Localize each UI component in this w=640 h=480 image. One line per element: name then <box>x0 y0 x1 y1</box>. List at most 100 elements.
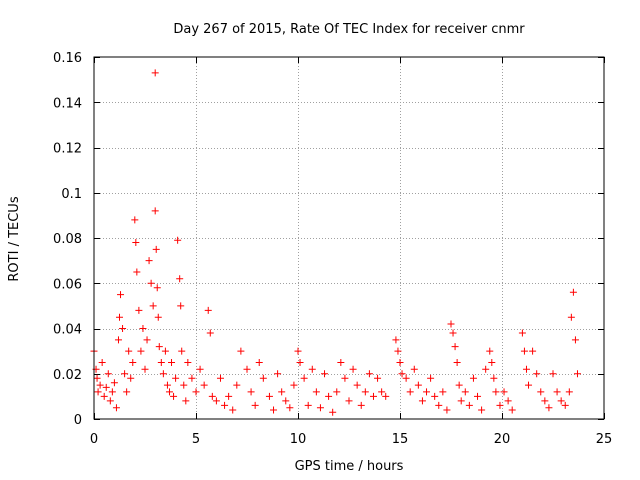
data-point <box>206 329 214 337</box>
data-point <box>488 358 496 366</box>
data-point <box>508 406 516 414</box>
data-point <box>461 388 469 396</box>
data-point <box>333 388 341 396</box>
data-point <box>110 379 118 387</box>
data-point <box>325 392 333 400</box>
data-point <box>196 365 204 373</box>
data-point <box>486 347 494 355</box>
x-tick-label: 20 <box>494 432 511 447</box>
data-point <box>155 343 163 351</box>
chart-title: Day 267 of 2015, Rate Of TEC Index for r… <box>173 22 525 37</box>
data-point <box>455 381 463 389</box>
data-point <box>304 401 312 409</box>
data-point <box>294 347 302 355</box>
data-point <box>270 406 278 414</box>
data-point <box>174 236 182 244</box>
y-tick-label: 0.02 <box>53 368 82 383</box>
data-point <box>482 365 490 373</box>
y-axis-ticks: 0 0.02 0.04 0.06 0.08 0.1 0.12 0.14 0.16 <box>53 51 604 428</box>
data-point <box>96 381 104 389</box>
data-point <box>265 392 273 400</box>
data-point <box>153 284 161 292</box>
data-point <box>168 358 176 366</box>
data-point <box>176 275 184 283</box>
data-point <box>98 358 106 366</box>
data-point <box>369 392 377 400</box>
data-points <box>90 69 581 416</box>
data-point <box>296 358 304 366</box>
data-point <box>151 207 159 215</box>
data-point <box>180 381 188 389</box>
x-tick-label: 10 <box>290 432 307 447</box>
data-point <box>443 406 451 414</box>
data-point <box>447 320 455 328</box>
data-point <box>255 358 263 366</box>
data-point <box>490 374 498 382</box>
data-point <box>137 347 145 355</box>
data-point <box>121 370 129 378</box>
data-point <box>104 370 112 378</box>
data-point <box>157 358 165 366</box>
data-point <box>449 329 457 337</box>
data-point <box>435 401 443 409</box>
x-axis-ticks: 0 5 10 15 20 25 <box>90 57 612 447</box>
data-point <box>573 370 581 378</box>
data-point <box>365 370 373 378</box>
data-point <box>229 406 237 414</box>
y-tick-label: 0.1 <box>61 187 82 202</box>
y-tick-label: 0.14 <box>53 96 82 111</box>
y-tick-label: 0.08 <box>53 232 82 247</box>
y-axis-label: ROTI / TECUs <box>7 196 22 281</box>
x-tick-label: 25 <box>596 432 613 447</box>
data-point <box>431 392 439 400</box>
data-point <box>329 408 337 416</box>
data-point <box>520 347 528 355</box>
plot-frame <box>93 56 605 420</box>
data-point <box>177 302 185 310</box>
data-point <box>184 358 192 366</box>
y-tick-label: 0.12 <box>53 142 82 157</box>
data-point <box>212 397 220 405</box>
data-point <box>145 257 153 265</box>
data-point <box>423 388 431 396</box>
data-point <box>170 392 178 400</box>
data-point <box>141 365 149 373</box>
data-point <box>221 401 229 409</box>
data-point <box>406 388 414 396</box>
data-point <box>182 397 190 405</box>
data-point <box>159 370 167 378</box>
data-point <box>402 374 410 382</box>
data-point <box>341 374 349 382</box>
data-point <box>353 381 361 389</box>
y-tick-label: 0 <box>74 413 82 428</box>
data-point <box>525 381 533 389</box>
data-point <box>125 347 133 355</box>
data-point <box>453 358 461 366</box>
data-point <box>529 347 537 355</box>
data-point <box>500 388 508 396</box>
data-point <box>378 388 386 396</box>
data-point <box>204 306 212 314</box>
data-point <box>286 404 294 412</box>
data-point <box>321 370 329 378</box>
data-point <box>243 365 251 373</box>
data-point <box>492 388 500 396</box>
data-point <box>439 388 447 396</box>
data-point <box>172 374 180 382</box>
data-point <box>312 388 320 396</box>
data-point <box>414 381 422 389</box>
data-point <box>135 306 143 314</box>
data-point <box>392 336 400 344</box>
data-point <box>457 397 465 405</box>
data-point <box>469 374 477 382</box>
data-point <box>504 397 512 405</box>
y-tick-label: 0.04 <box>53 323 82 338</box>
data-point <box>567 313 575 321</box>
data-point <box>259 374 267 382</box>
gridlines <box>94 57 604 419</box>
data-point <box>537 388 545 396</box>
data-point <box>225 392 233 400</box>
data-point <box>102 383 110 391</box>
data-point <box>357 401 365 409</box>
